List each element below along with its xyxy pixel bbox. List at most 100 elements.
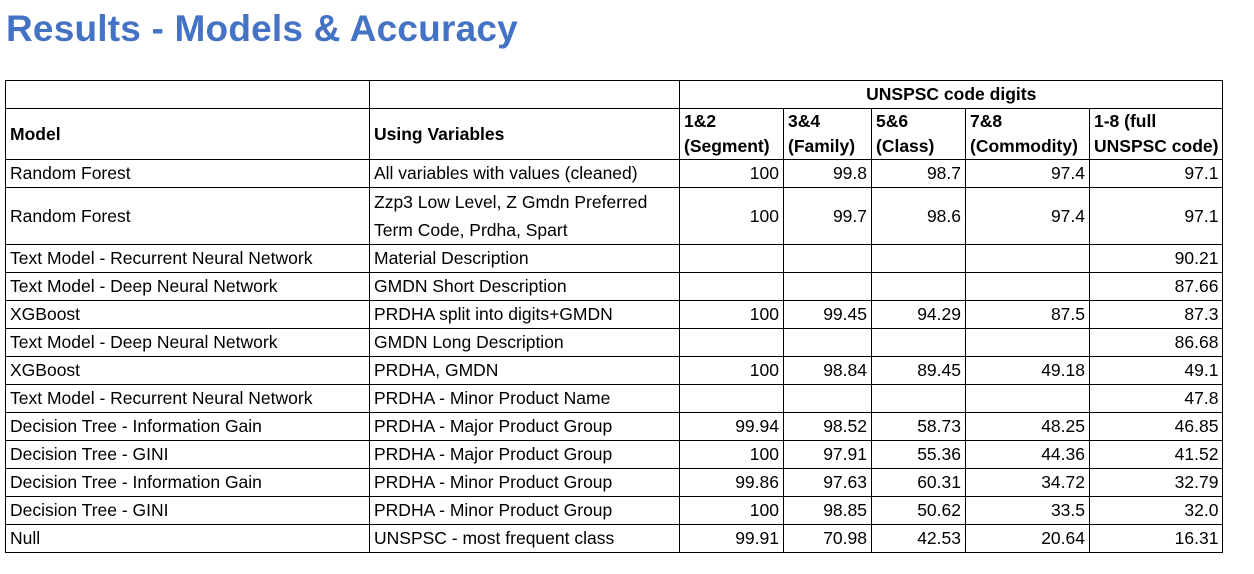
header-group-row: UNSPSC code digits — [5, 80, 1224, 109]
cell-class: 98.6 — [871, 187, 966, 245]
cell-model: Decision Tree - Information Gain — [5, 468, 370, 497]
header-full-code: 1-8 (full UNSPSC code) — [1088, 108, 1224, 160]
header-row: Model Using Variables 1&2 (Segment) 3&4 (F… — [5, 108, 1224, 160]
cell-model: Text Model - Deep Neural Network — [5, 328, 370, 357]
cell-model: Random Forest — [5, 159, 370, 188]
cell-variables: PRDHA - Minor Product Group — [369, 468, 680, 497]
table-row: XGBoost PRDHA split into digits+GMDN 100 99… — [5, 300, 1224, 329]
cell-variables: All variables with values (cleaned) — [369, 159, 680, 188]
cell-class: 89.45 — [871, 356, 966, 385]
cell-segment: 99.86 — [679, 468, 784, 497]
cell-class — [871, 328, 966, 357]
header-class-line1: 5&6 — [876, 111, 909, 131]
cell-variables: PRDHA, GMDN — [369, 356, 680, 385]
cell-family — [783, 272, 872, 301]
header-class-line2: (Class) — [876, 136, 935, 156]
header-commodity-line1: 7&8 — [970, 111, 1003, 131]
cell-segment — [679, 384, 784, 413]
cell-family: 97.63 — [783, 468, 872, 497]
header-blank-variables — [369, 80, 680, 109]
cell-commodity: 87.5 — [965, 300, 1090, 329]
cell-variables: PRDHA - Minor Product Group — [369, 496, 680, 525]
cell-variables: GMDN Long Description — [369, 328, 680, 357]
table-row: Text Model - Recurrent Neural Network PRD… — [5, 384, 1224, 413]
cell-family: 99.7 — [783, 187, 872, 245]
header-segment-line1: 1&2 — [684, 111, 717, 131]
cell-model: Null — [5, 524, 370, 553]
cell-class: 50.62 — [871, 496, 966, 525]
cell-commodity: 20.64 — [965, 524, 1090, 553]
cell-model: Decision Tree - GINI — [5, 496, 370, 525]
cell-model: XGBoost — [5, 356, 370, 385]
cell-family: 99.45 — [783, 300, 872, 329]
header-commodity: 7&8 (Commodity) — [965, 108, 1090, 160]
cell-full-code: 86.68 — [1088, 328, 1224, 357]
cell-commodity: 33.5 — [965, 496, 1090, 525]
cell-full-code: 97.1 — [1088, 159, 1224, 188]
cell-model: Decision Tree - Information Gain — [5, 412, 370, 441]
header-unspsc-group: UNSPSC code digits — [678, 80, 1224, 109]
cell-commodity — [965, 244, 1090, 273]
table-body: UNSPSC code digits Model Using Variables… — [5, 80, 1224, 553]
cell-segment: 100 — [679, 187, 784, 245]
cell-variables: PRDHA split into digits+GMDN — [369, 300, 680, 329]
cell-full-code: 46.85 — [1088, 412, 1224, 441]
cell-full-code: 32.79 — [1088, 468, 1224, 497]
cell-class — [871, 384, 966, 413]
cell-variables: PRDHA - Major Product Group — [369, 440, 680, 469]
header-commodity-line2: (Commodity) — [970, 136, 1078, 156]
cell-full-code: 87.66 — [1088, 272, 1224, 301]
cell-segment: 100 — [679, 440, 784, 469]
table-row: Text Model - Recurrent Neural Network Mat… — [5, 244, 1224, 273]
cell-variables: GMDN Short Description — [369, 272, 680, 301]
cell-commodity — [965, 384, 1090, 413]
cell-segment: 100 — [679, 496, 784, 525]
cell-commodity — [965, 328, 1090, 357]
cell-family — [783, 244, 872, 273]
header-family-line2: (Family) — [788, 136, 856, 156]
cell-commodity: 48.25 — [965, 412, 1090, 441]
cell-model: Random Forest — [5, 187, 370, 245]
cell-model: XGBoost — [5, 300, 370, 329]
cell-segment — [679, 272, 784, 301]
cell-commodity — [965, 272, 1090, 301]
page-title: Results - Models & Accuracy — [6, 8, 518, 49]
header-family-line1: 3&4 — [788, 111, 821, 131]
cell-model: Text Model - Recurrent Neural Network — [5, 384, 370, 413]
cell-full-code: 32.0 — [1088, 496, 1224, 525]
header-class: 5&6 (Class) — [871, 108, 966, 160]
table-row: Decision Tree - GINI PRDHA - Minor Produc… — [5, 496, 1224, 525]
cell-commodity: 97.4 — [965, 187, 1090, 245]
cell-class — [871, 272, 966, 301]
cell-family — [783, 384, 872, 413]
header-segment-line2: (Segment) — [684, 136, 770, 156]
cell-family: 98.84 — [783, 356, 872, 385]
cell-full-code: 41.52 — [1088, 440, 1224, 469]
cell-segment — [679, 244, 784, 273]
header-variables: Using Variables — [369, 108, 680, 160]
cell-model: Text Model - Recurrent Neural Network — [5, 244, 370, 273]
cell-family: 98.85 — [783, 496, 872, 525]
cell-full-code: 90.21 — [1088, 244, 1224, 273]
cell-family: 70.98 — [783, 524, 872, 553]
table-row: Random Forest Zzp3 Low Level, Z Gmdn Pref… — [5, 187, 1224, 245]
cell-class — [871, 244, 966, 273]
cell-family: 97.91 — [783, 440, 872, 469]
cell-variables: PRDHA - Major Product Group — [369, 412, 680, 441]
cell-model: Text Model - Deep Neural Network — [5, 272, 370, 301]
cell-segment — [679, 328, 784, 357]
table-row: Decision Tree - Information Gain PRDHA - … — [5, 468, 1224, 497]
cell-full-code: 49.1 — [1088, 356, 1224, 385]
cell-class: 42.53 — [871, 524, 966, 553]
table-row: XGBoost PRDHA, GMDN 100 98.84 89.45 49.18 49.1 — [5, 356, 1224, 385]
cell-class: 58.73 — [871, 412, 966, 441]
cell-segment: 100 — [679, 300, 784, 329]
cell-variables: PRDHA - Minor Product Name — [369, 384, 680, 413]
cell-segment: 99.94 — [679, 412, 784, 441]
results-table: UNSPSC code digits Model Using Variables… — [5, 80, 1224, 553]
cell-variables: Material Description — [369, 244, 680, 273]
cell-class: 60.31 — [871, 468, 966, 497]
cell-commodity: 49.18 — [965, 356, 1090, 385]
header-blank-model — [5, 80, 370, 109]
cell-full-code: 97.1 — [1088, 187, 1224, 245]
